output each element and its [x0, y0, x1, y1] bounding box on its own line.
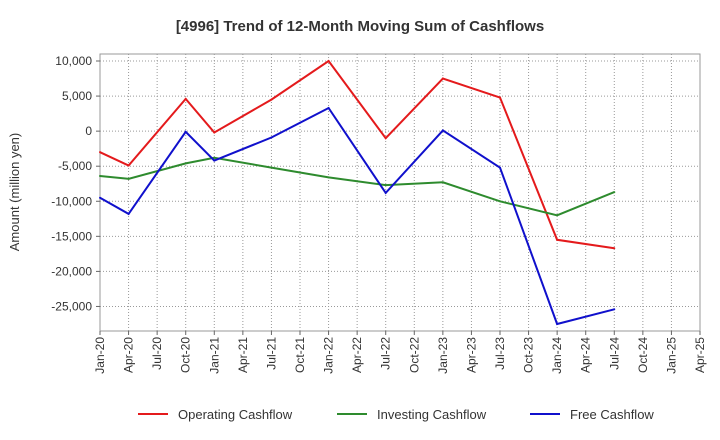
x-tick-label: Jan-21 [207, 337, 221, 374]
chart-title: [4996] Trend of 12-Month Moving Sum of C… [176, 18, 544, 35]
data-point-investing-cashflow [556, 214, 559, 217]
data-point-free-cashflow [99, 196, 101, 199]
legend-label-investing-cashflow: Investing Cashflow [377, 407, 487, 422]
data-point-operating-cashflow [384, 137, 387, 140]
y-tick-label: -20,000 [51, 264, 92, 278]
y-tick-label: 0 [85, 124, 92, 138]
data-point-investing-cashflow [270, 166, 273, 169]
y-tick-label: -15,000 [51, 229, 92, 243]
grid [99, 54, 701, 331]
data-point-operating-cashflow [127, 164, 130, 167]
data-point-operating-cashflow [327, 60, 330, 63]
x-axis-ticks: Jan-20 Apr-20 Jul-20 Oct-20 Jan-21 Apr-21 Jul-… [93, 331, 707, 374]
y-tick-label: -5,000 [58, 159, 92, 173]
data-point-free-cashflow [556, 322, 559, 325]
x-tick-label: Jan-20 [93, 337, 107, 374]
x-tick-label: Jan-24 [550, 337, 564, 374]
x-tick-label: Jan-23 [436, 337, 450, 374]
x-tick-label: Jul-20 [150, 337, 164, 370]
data-point-investing-cashflow [99, 175, 101, 178]
y-axis-label: Amount (million yen) [7, 133, 22, 252]
data-point-free-cashflow [384, 191, 387, 194]
x-tick-label: Oct-20 [179, 337, 193, 373]
data-point-free-cashflow [213, 159, 216, 162]
y-tick-label: 10,000 [55, 54, 92, 68]
data-point-operating-cashflow [213, 131, 216, 134]
data-point-investing-cashflow [613, 191, 616, 194]
x-tick-label: Jul-22 [379, 337, 393, 370]
x-tick-label: Jan-25 [664, 337, 678, 374]
x-tick-label: Jul-21 [264, 337, 278, 370]
x-tick-label: Jul-24 [607, 337, 621, 370]
plot-area-frame [99, 53, 701, 332]
series-lines [99, 59, 616, 326]
data-point-investing-cashflow [327, 176, 330, 179]
x-tick-label: Apr-21 [236, 337, 250, 373]
data-point-investing-cashflow [441, 181, 444, 184]
legend: Operating Cashflow Investing Cashflow Free… [138, 407, 654, 422]
x-tick-label: Oct-24 [636, 337, 650, 373]
data-point-free-cashflow [127, 212, 130, 215]
y-axis-ticks: 10,000 5,000 0 -5,000 -10,000 -15,000 -20,000 -… [51, 54, 100, 313]
y-tick-label: -25,000 [51, 299, 92, 313]
x-tick-label: Apr-22 [350, 337, 364, 373]
legend-label-operating-cashflow: Operating Cashflow [178, 407, 293, 422]
x-tick-label: Oct-21 [293, 337, 307, 373]
data-point-operating-cashflow [556, 238, 559, 241]
x-tick-label: Apr-20 [122, 337, 136, 373]
data-point-operating-cashflow [184, 97, 187, 100]
y-tick-label: 5,000 [62, 89, 92, 103]
data-point-operating-cashflow [441, 77, 444, 80]
data-point-free-cashflow [327, 106, 330, 109]
x-tick-label: Apr-23 [464, 337, 478, 373]
data-point-operating-cashflow [99, 151, 101, 154]
data-point-operating-cashflow [613, 247, 616, 250]
data-point-free-cashflow [499, 166, 501, 169]
series-line-operating-cashflow [99, 59, 615, 250]
data-point-investing-cashflow [213, 156, 216, 159]
x-tick-label: Jul-23 [493, 337, 507, 370]
data-point-free-cashflow [184, 130, 187, 133]
y-tick-label: -10,000 [51, 194, 92, 208]
data-point-free-cashflow [441, 129, 444, 132]
data-point-investing-cashflow [184, 162, 187, 165]
data-point-operating-cashflow [499, 96, 501, 99]
data-point-investing-cashflow [127, 177, 130, 180]
data-point-investing-cashflow [499, 200, 501, 203]
x-tick-label: Jan-22 [322, 337, 336, 374]
data-point-operating-cashflow [270, 98, 273, 101]
x-tick-label: Apr-24 [579, 337, 593, 373]
legend-label-free-cashflow: Free Cashflow [570, 407, 654, 422]
data-point-free-cashflow [613, 308, 616, 311]
x-tick-label: Apr-25 [693, 337, 707, 373]
data-point-investing-cashflow [384, 184, 387, 187]
data-point-free-cashflow [270, 136, 273, 139]
x-tick-label: Oct-22 [407, 337, 421, 373]
x-tick-label: Oct-23 [522, 337, 536, 373]
